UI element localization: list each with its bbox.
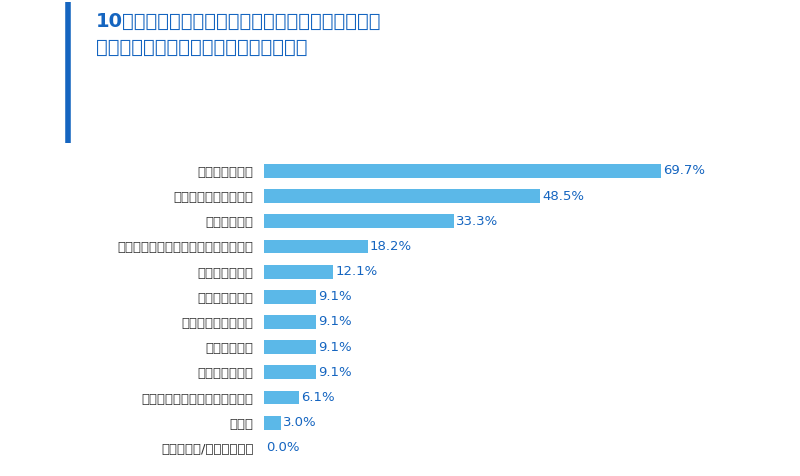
Bar xyxy=(264,164,662,178)
Text: 9.1%: 9.1% xyxy=(318,366,352,379)
Bar xyxy=(264,315,316,329)
Bar xyxy=(264,189,541,203)
Text: 9.1%: 9.1% xyxy=(318,316,352,328)
Text: 6.1%: 6.1% xyxy=(301,391,334,404)
Bar xyxy=(264,416,281,430)
Text: 10年での経理・総務における業務内容・職場環境の
変化を教えてください。　（複数回答）: 10年での経理・総務における業務内容・職場環境の 変化を教えてください。 （複数… xyxy=(96,12,382,57)
Bar xyxy=(264,214,454,228)
Text: 33.3%: 33.3% xyxy=(456,215,498,228)
Text: 9.1%: 9.1% xyxy=(318,290,352,303)
Text: 0.0%: 0.0% xyxy=(266,441,300,455)
Bar xyxy=(264,366,316,379)
Bar xyxy=(264,340,316,354)
Text: 9.1%: 9.1% xyxy=(318,341,352,354)
Text: 69.7%: 69.7% xyxy=(663,164,706,178)
Bar xyxy=(264,290,316,304)
Text: 3.0%: 3.0% xyxy=(283,416,317,429)
Text: 18.2%: 18.2% xyxy=(370,240,412,253)
Text: 12.1%: 12.1% xyxy=(335,265,378,278)
Bar xyxy=(264,391,298,405)
Bar xyxy=(264,265,333,278)
Text: 48.5%: 48.5% xyxy=(542,189,585,203)
Bar xyxy=(264,239,368,253)
